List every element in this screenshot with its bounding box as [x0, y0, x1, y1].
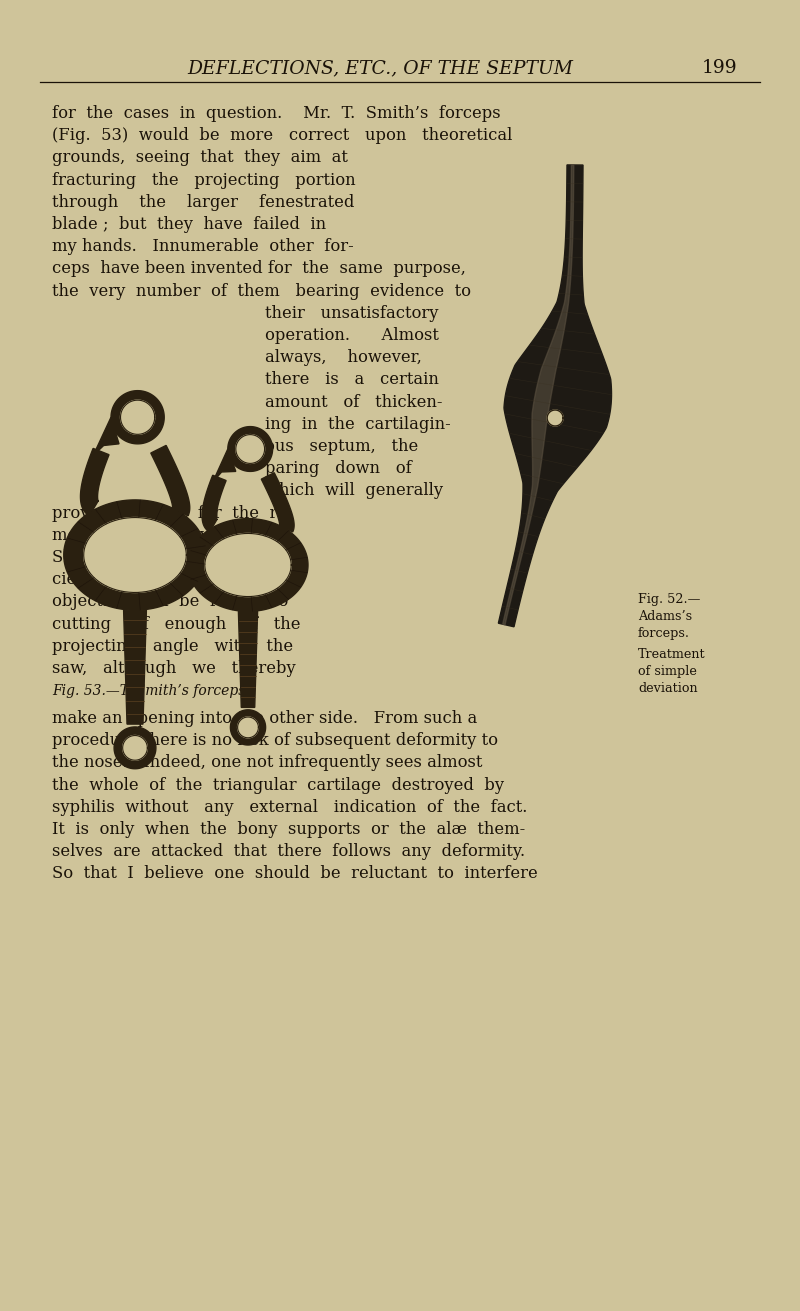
Polygon shape [114, 728, 156, 768]
Text: paring   down   of: paring down of [265, 460, 412, 477]
Text: Should  there  not  be  suffi-: Should there not be suffi- [52, 549, 286, 566]
Text: ing  in  the  cartilagin-: ing in the cartilagin- [265, 416, 450, 433]
Polygon shape [238, 611, 258, 708]
Text: for  the  cases  in  question.    Mr.  T.  Smith’s  forceps: for the cases in question. Mr. T. Smith’… [52, 105, 501, 122]
Polygon shape [498, 165, 611, 627]
Polygon shape [81, 448, 109, 515]
Text: blade ;  but  they  have  failed  in: blade ; but they have failed in [52, 216, 326, 233]
Text: ceps  have been invented for  the  same  purpose,: ceps have been invented for the same pur… [52, 261, 466, 278]
Text: Fig. 53.—T. Smith’s forceps.: Fig. 53.—T. Smith’s forceps. [52, 684, 250, 697]
Text: grounds,  seeing  that  they  aim  at: grounds, seeing that they aim at [52, 149, 348, 166]
Polygon shape [230, 709, 266, 745]
Text: there   is   a   certain: there is a certain [265, 371, 439, 388]
Text: (Fig.  53)  would  be  more   correct   upon   theoretical: (Fig. 53) would be more correct upon the… [52, 127, 512, 144]
Text: the nose.   Indeed, one not infrequently sees almost: the nose. Indeed, one not infrequently s… [52, 754, 482, 771]
Text: Adams’s: Adams’s [638, 610, 692, 623]
Text: of simple: of simple [638, 665, 697, 678]
Text: objection  can  be  raised  to: objection can be raised to [52, 594, 288, 611]
Text: deviation: deviation [638, 682, 698, 695]
Text: the  very  number  of  them   bearing  evidence  to: the very number of them bearing evidence… [52, 283, 471, 300]
Polygon shape [150, 446, 190, 515]
Polygon shape [111, 391, 164, 444]
Text: It  is  only  when  the  bony  supports  or  the  alæ  them-: It is only when the bony supports or the… [52, 821, 526, 838]
Text: ous   septum,   the: ous septum, the [265, 438, 418, 455]
Text: So  that  I  believe  one  should  be  reluctant  to  interfere: So that I believe one should be reluctan… [52, 865, 538, 882]
Polygon shape [64, 499, 206, 610]
Text: selves  are  attacked  that  there  follows  any  deformity.: selves are attacked that there follows a… [52, 843, 525, 860]
Polygon shape [547, 410, 563, 426]
Text: their   unsatisfactory: their unsatisfactory [265, 304, 438, 321]
Text: moval   of   the   symptoms.: moval of the symptoms. [52, 527, 281, 544]
Text: operation.      Almost: operation. Almost [265, 326, 439, 343]
Polygon shape [213, 448, 236, 482]
Polygon shape [188, 519, 308, 611]
Text: forceps.: forceps. [638, 627, 690, 640]
Text: Treatment: Treatment [638, 648, 706, 661]
Polygon shape [228, 426, 273, 472]
Text: fracturing   the   projecting   portion: fracturing the projecting portion [52, 172, 356, 189]
Text: 199: 199 [702, 59, 738, 77]
Polygon shape [122, 735, 147, 760]
Polygon shape [502, 165, 574, 625]
Polygon shape [236, 435, 265, 463]
Text: my hands.   Innumerable  other  for-: my hands. Innumerable other for- [52, 239, 354, 256]
Text: saw,   although   we   thereby: saw, although we thereby [52, 659, 296, 676]
Text: cient  material  for  this,  no: cient material for this, no [52, 572, 285, 589]
Text: prove  sufficient  for  the  re-: prove sufficient for the re- [52, 505, 293, 522]
Polygon shape [84, 518, 186, 593]
Polygon shape [238, 717, 258, 738]
Text: procedure there is no risk of subsequent deformity to: procedure there is no risk of subsequent… [52, 733, 498, 749]
Text: the  whole  of  the  triangular  cartilage  destroyed  by: the whole of the triangular cartilage de… [52, 776, 504, 793]
Text: syphilis  without   any   external   indication  of  the  fact.: syphilis without any external indication… [52, 798, 527, 815]
Polygon shape [93, 417, 119, 455]
Text: through    the    larger    fenestrated: through the larger fenestrated [52, 194, 354, 211]
Polygon shape [202, 475, 226, 532]
Text: always,    however,: always, however, [265, 349, 422, 366]
Text: cutting   off   enough   of   the: cutting off enough of the [52, 616, 301, 633]
Text: amount   of   thicken-: amount of thicken- [265, 393, 442, 410]
Text: which  will  generally: which will generally [265, 482, 443, 499]
Polygon shape [123, 610, 146, 724]
Text: DEFLECTIONS, ETC., OF THE SEPTUM: DEFLECTIONS, ETC., OF THE SEPTUM [187, 59, 573, 77]
Text: make an opening into the other side.   From such a: make an opening into the other side. Fro… [52, 711, 478, 728]
Polygon shape [121, 400, 154, 434]
Polygon shape [262, 473, 294, 532]
Text: Fig. 52.—: Fig. 52.— [638, 593, 700, 606]
Polygon shape [205, 534, 291, 597]
Text: projecting   angle   with   the: projecting angle with the [52, 637, 293, 654]
